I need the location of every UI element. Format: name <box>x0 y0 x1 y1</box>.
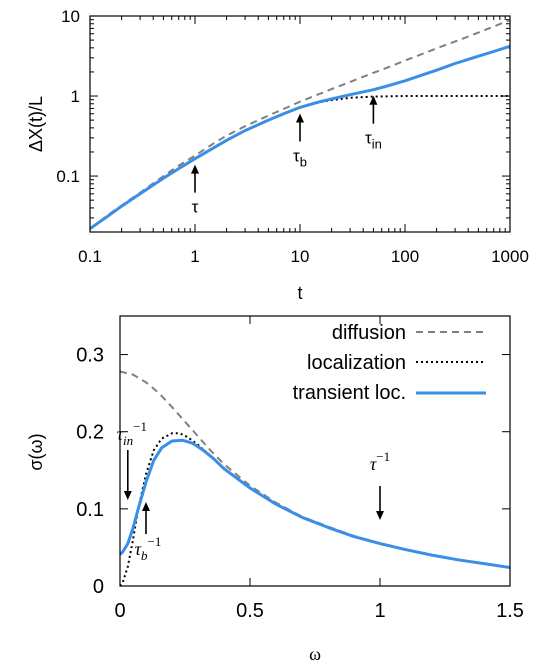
top-annotation-label-2: τin <box>365 129 382 152</box>
top-x-axis-label: t <box>297 283 302 303</box>
bottom-annotation-sub-0: in <box>123 433 133 448</box>
top-x-tick-label-1: 1 <box>190 247 199 266</box>
bottom-y-tick-label-0: 0 <box>93 576 104 598</box>
top-annotation-label-0: τ <box>192 198 199 217</box>
bottom-x-tick-label-3: 1.5 <box>496 600 524 622</box>
bottom-annotation-base-2: τ <box>370 454 377 474</box>
bottom-x-axis-label: ω <box>309 644 321 664</box>
bottom-y-tick-label-1: 0.1 <box>76 499 104 521</box>
bottom-annotation-sup-0: −1 <box>133 419 147 434</box>
top-plot-frame <box>89 15 511 233</box>
bottom-y-ticks: 0 0.1 0.2 0.3 <box>76 345 510 598</box>
bottom-x-tick-label-1: 0.5 <box>236 600 264 622</box>
top-y-tick-label-1: 1 <box>71 87 80 106</box>
bottom-annotation-label-1: τb−1 <box>135 534 162 563</box>
bottom-annotation-sup-1: −1 <box>148 534 162 549</box>
bottom-x-tick-label-0: 0 <box>114 600 125 622</box>
bottom-x-ticks: 0 0.5 1 1.5 <box>114 316 524 622</box>
top-annotation-arrowhead-0 <box>191 164 199 174</box>
top-annotation-label-1: τb <box>293 146 307 169</box>
bottom-annotation-base-0: τ <box>117 424 124 444</box>
legend: diffusion localization transient loc. <box>293 322 486 404</box>
top-x-tick-label-0: 0.1 <box>78 247 102 266</box>
bottom-annotations: τin−1τb−1τ−1 <box>117 419 391 563</box>
top-x-ticks: 0.1 1 10 100 1000 <box>78 16 529 266</box>
bottom-panel: 0 0.5 1 1.5 0 0.1 0.2 0.3 diffusion localizati… <box>26 315 524 664</box>
bottom-annotation-arrowhead-1 <box>142 502 150 511</box>
bottom-annotation-arrowhead-2 <box>376 511 384 520</box>
bottom-annotation-base-1: τ <box>135 539 142 559</box>
top-annotation-arrowhead-1 <box>296 113 304 123</box>
top-y-axis-label: ΔX(t)/L <box>26 96 46 152</box>
top-series-diffusion-line <box>90 19 510 230</box>
bottom-series-diffusion-line <box>120 370 510 569</box>
top-x-tick-label-3: 100 <box>391 247 419 266</box>
bottom-annotation-label-2: τ−1 <box>370 449 390 474</box>
top-annotation-sub-2: in <box>372 137 382 152</box>
bottom-y-axis-label: σ(ω) <box>26 433 46 470</box>
top-y-ticks: 0.1 1 10 <box>56 7 510 233</box>
top-annotation-sub-1: b <box>300 154 307 169</box>
legend-label-transient: transient loc. <box>293 382 406 404</box>
bottom-annotation-label-0: τin−1 <box>117 419 147 448</box>
bottom-x-tick-label-2: 1 <box>374 600 385 622</box>
legend-label-localization: localization <box>307 352 406 374</box>
bottom-annotation-arrowhead-0 <box>123 491 132 500</box>
top-y-tick-label-2: 10 <box>61 7 80 26</box>
bottom-series-localization-line <box>120 432 510 586</box>
top-y-tick-label-0: 0.1 <box>56 167 80 186</box>
bottom-series-transient-line <box>120 438 510 569</box>
top-x-tick-label-2: 10 <box>291 247 310 266</box>
bottom-annotation-sub-1: b <box>141 548 148 563</box>
bottom-annotation-sup-2: −1 <box>376 449 390 464</box>
bottom-y-tick-label-3: 0.3 <box>76 345 104 367</box>
top-series-transient-line <box>90 44 510 230</box>
bottom-plot-frame <box>119 315 511 587</box>
bottom-y-tick-label-2: 0.2 <box>76 422 104 444</box>
top-panel: 0.1 1 10 100 1000 0.1 1 10 τ τb τin t ΔX(t)/L <box>26 7 529 303</box>
top-annotation-arrowhead-2 <box>369 95 378 105</box>
legend-label-diffusion: diffusion <box>332 322 406 344</box>
top-x-tick-label-4: 1000 <box>491 247 529 266</box>
